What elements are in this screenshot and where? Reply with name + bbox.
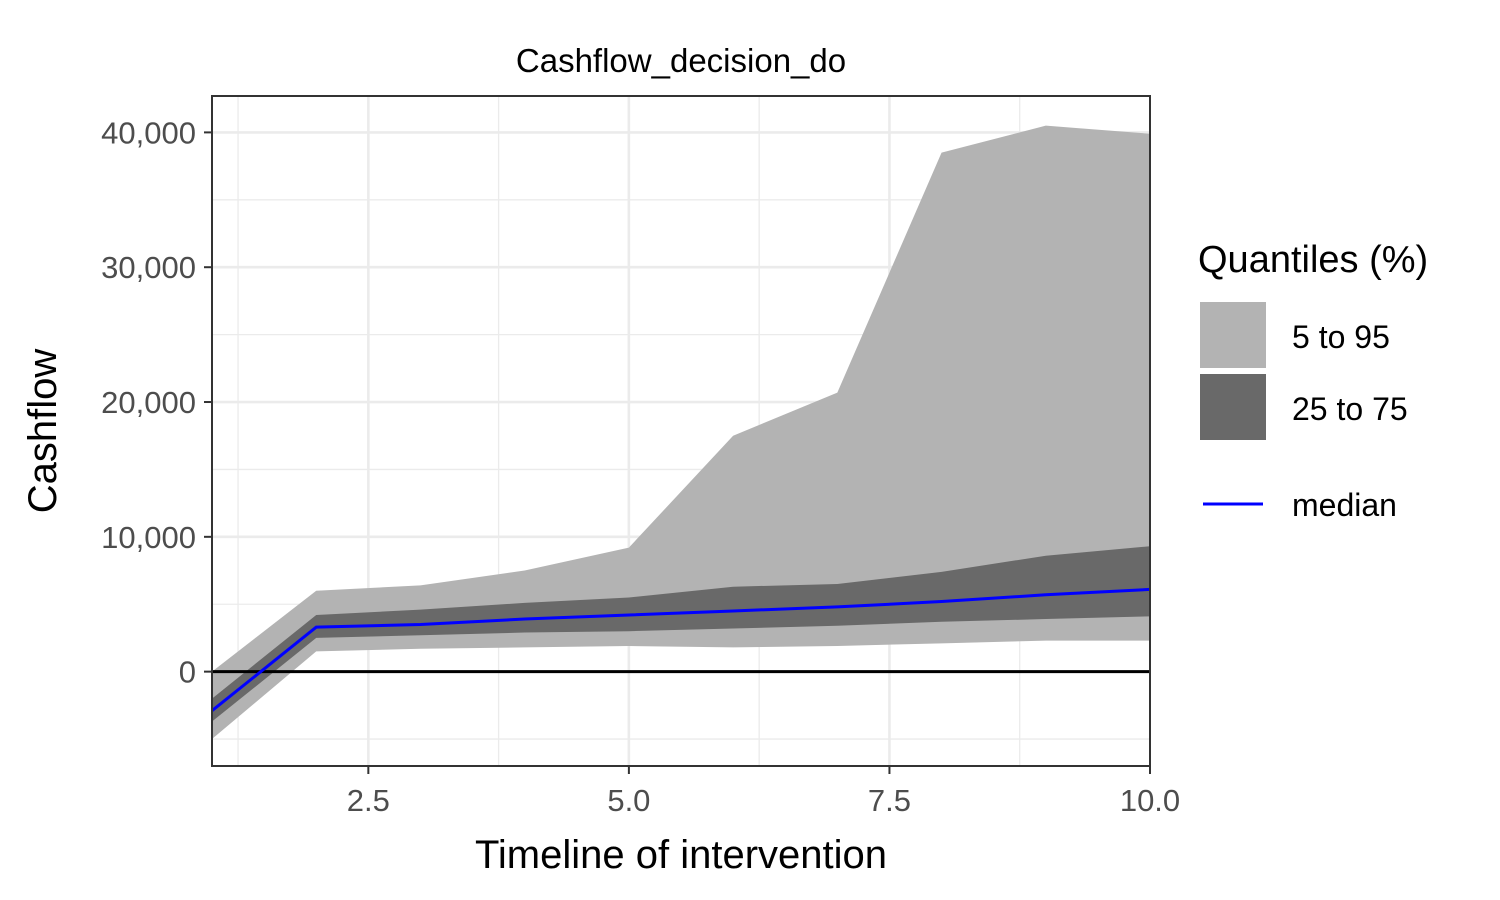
band-25-to-75 bbox=[212, 546, 1150, 722]
plot-panel bbox=[211, 95, 1151, 767]
chart-marks bbox=[211, 125, 1151, 740]
y-tick-label: 40,000 bbox=[101, 115, 196, 150]
legend-label-outer-band: 5 to 95 bbox=[1292, 319, 1390, 355]
x-tick-label: 7.5 bbox=[868, 783, 911, 818]
legend-label-median: median bbox=[1292, 487, 1397, 523]
x-axis: 2.5 5.0 7.5 10.0 bbox=[347, 766, 1180, 818]
y-tick-label: 10,000 bbox=[101, 520, 196, 555]
x-tick-label: 5.0 bbox=[607, 783, 650, 818]
chart-title: Cashflow_decision_do bbox=[516, 42, 846, 79]
legend-label-inner-band: 25 to 75 bbox=[1292, 391, 1408, 427]
median-line bbox=[211, 587, 1151, 712]
x-tick-label: 10.0 bbox=[1120, 783, 1180, 818]
y-axis: 0 10,000 20,000 30,000 40,000 bbox=[101, 115, 212, 690]
x-axis-label: Timeline of intervention bbox=[475, 833, 887, 877]
legend-key-inner-band bbox=[1200, 374, 1266, 440]
plot-frame bbox=[211, 95, 1151, 767]
legend: Quantiles (%) 5 to 95 25 to 75 median bbox=[1198, 239, 1428, 523]
y-tick-label: 0 bbox=[179, 655, 196, 690]
legend-title: Quantiles (%) bbox=[1198, 239, 1428, 281]
y-tick-label: 20,000 bbox=[101, 385, 196, 420]
y-axis-label: Cashflow bbox=[21, 349, 65, 514]
x-tick-label: 2.5 bbox=[347, 783, 390, 818]
y-tick-label: 30,000 bbox=[101, 250, 196, 285]
legend-key-outer-band bbox=[1200, 302, 1266, 368]
